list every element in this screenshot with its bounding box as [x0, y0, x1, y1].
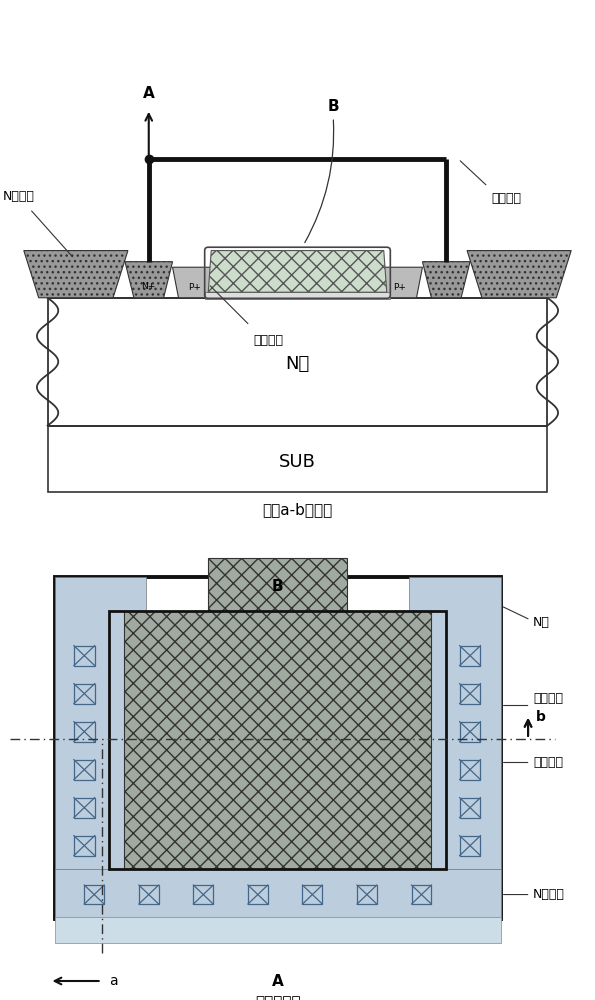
FancyArrowPatch shape [503, 607, 528, 619]
Polygon shape [208, 251, 387, 292]
Bar [193, 885, 213, 904]
Bar [84, 885, 104, 904]
Text: 金属连线: 金属连线 [491, 192, 521, 205]
FancyArrowPatch shape [32, 211, 73, 257]
Bar [48, 426, 547, 492]
Polygon shape [173, 267, 217, 298]
Text: 俧视示意图: 俧视示意图 [255, 995, 300, 1000]
Bar [459, 722, 480, 742]
Text: N阱接触: N阱接触 [533, 888, 565, 901]
Text: SUB: SUB [279, 453, 316, 471]
Text: a: a [109, 974, 118, 988]
Bar [55, 577, 501, 919]
FancyArrowPatch shape [305, 120, 334, 243]
Bar [55, 869, 501, 919]
Bar [459, 646, 480, 666]
FancyArrowPatch shape [460, 161, 486, 185]
Text: N阱: N阱 [286, 355, 309, 373]
Bar [124, 610, 431, 869]
Bar [459, 798, 480, 818]
Text: N阱: N阱 [533, 616, 550, 629]
Bar [412, 885, 431, 904]
Text: B: B [272, 579, 283, 594]
FancyArrowPatch shape [210, 286, 248, 324]
Bar [409, 577, 501, 869]
Bar [48, 298, 547, 426]
Text: b: b [536, 710, 546, 724]
Text: P+: P+ [188, 283, 201, 292]
Bar [459, 836, 480, 856]
Bar [208, 558, 347, 610]
Text: P+: P+ [393, 283, 406, 292]
Text: 源漏注入: 源漏注入 [533, 756, 563, 769]
Bar [55, 917, 501, 943]
Text: A: A [272, 974, 284, 988]
Polygon shape [378, 267, 422, 298]
Text: N+: N+ [142, 282, 156, 291]
Bar [74, 760, 95, 780]
Bar [74, 646, 95, 666]
Text: N阱接触: N阱接触 [3, 190, 35, 203]
Polygon shape [467, 251, 571, 298]
Bar [459, 760, 480, 780]
Bar [55, 577, 146, 869]
Bar [302, 885, 322, 904]
Text: B: B [327, 99, 339, 114]
Polygon shape [125, 262, 173, 298]
Bar [459, 684, 480, 704]
Text: A: A [143, 86, 155, 101]
Bar [74, 684, 95, 704]
Bar [205, 292, 390, 299]
Text: 金属连线: 金属连线 [533, 692, 563, 705]
Text: 源漏注入: 源漏注入 [253, 334, 283, 347]
Bar [74, 722, 95, 742]
Polygon shape [422, 262, 470, 298]
Polygon shape [24, 251, 128, 298]
Bar [74, 798, 95, 818]
Bar [74, 836, 95, 856]
Bar [139, 885, 159, 904]
Bar [248, 885, 268, 904]
Bar [109, 610, 446, 869]
Text: 截面a-b示意图: 截面a-b示意图 [262, 502, 333, 517]
Bar [357, 885, 377, 904]
